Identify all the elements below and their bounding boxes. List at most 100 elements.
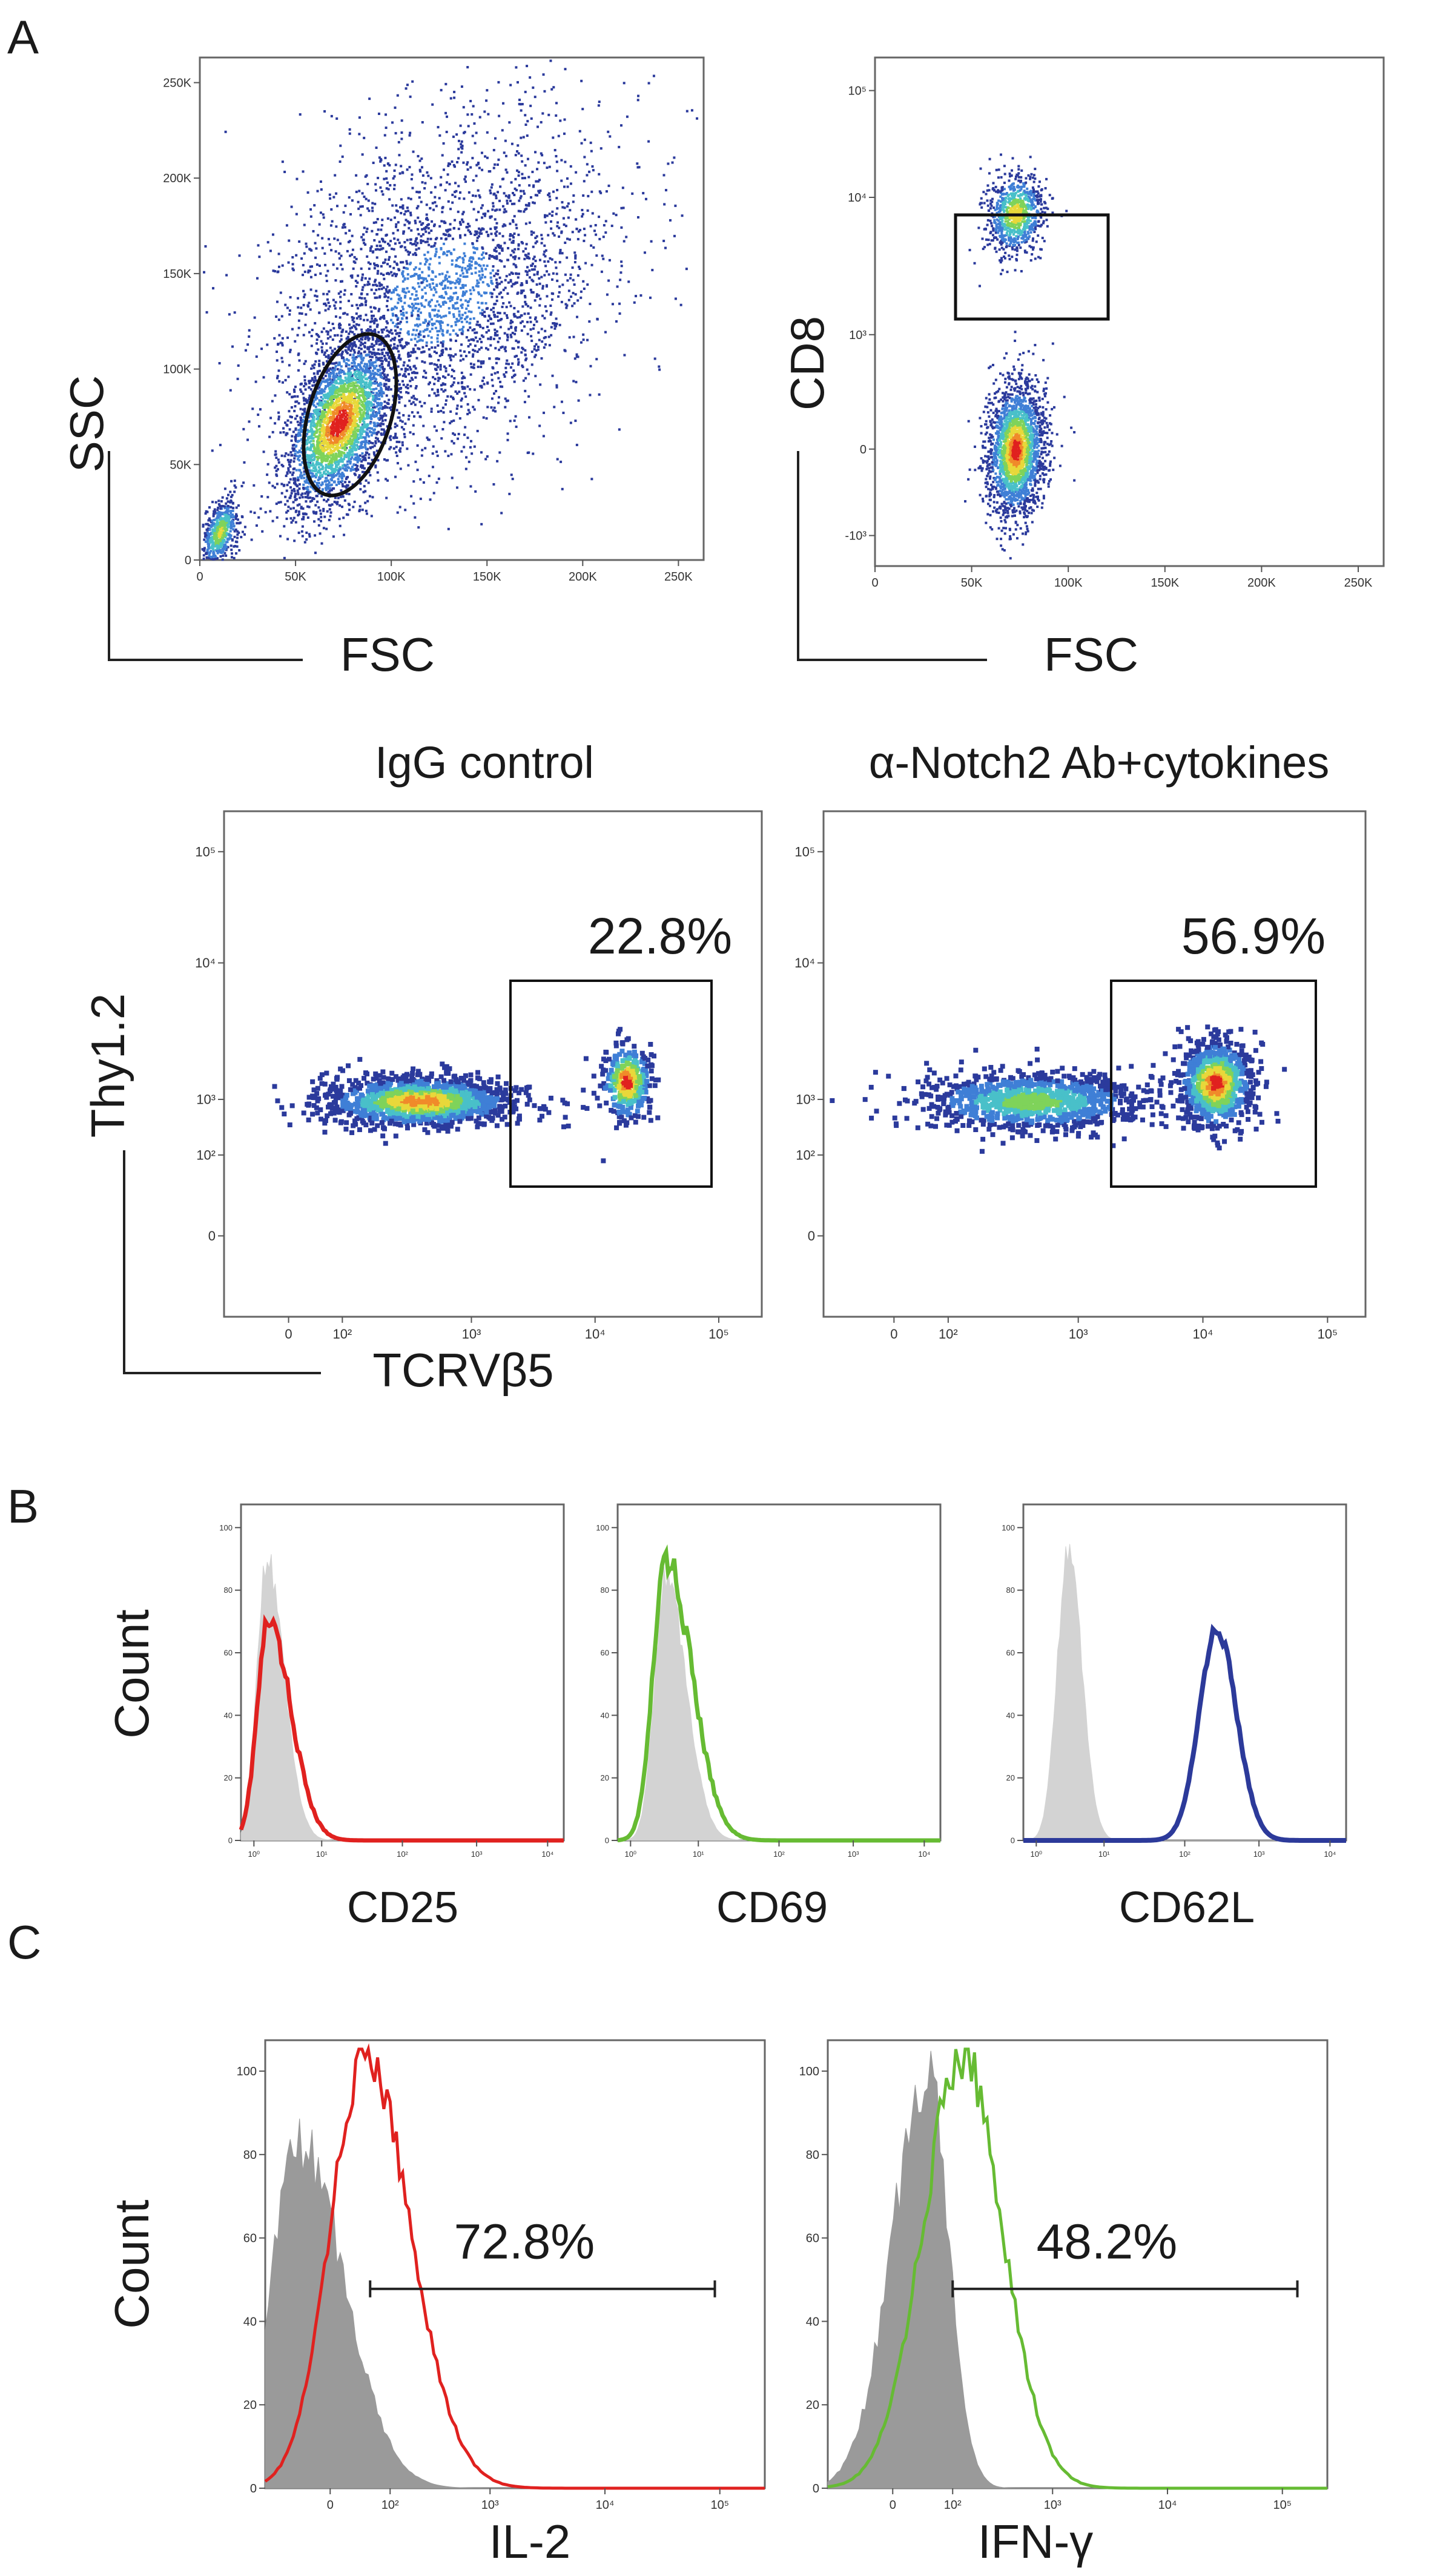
event-dot [375,449,378,452]
event-dot [379,381,382,384]
event-dot [306,489,309,492]
event-dot [529,196,532,199]
event-dot [310,472,313,475]
event-dot [447,374,450,377]
event-dot [314,274,317,277]
event-dot [515,189,518,192]
event-dot [492,483,495,486]
event-dot [619,278,622,282]
event-dot [322,292,325,295]
event-dot [448,364,451,367]
event-dot [431,466,434,469]
event-dot [595,358,598,361]
event-dot [449,297,452,300]
event-dot [569,182,572,185]
event-dot [320,400,323,403]
event-dot [442,232,445,236]
event-dot [435,481,438,484]
event-dot [368,351,371,354]
event-dot [323,429,326,432]
event-dot [385,387,388,390]
event-dot [463,386,466,389]
event-dot [317,463,320,466]
event-dot [537,331,540,334]
event-dot [401,420,404,423]
event-dot [329,329,332,332]
event-dot [518,315,521,318]
event-dot [466,320,469,323]
event-dot [428,438,431,441]
event-dot [576,274,580,277]
event-dot [323,417,326,420]
event-dot [435,429,438,432]
event-dot [544,221,547,224]
event-dot [324,263,327,266]
event-dot [275,502,278,506]
event-dot [510,142,513,145]
event-dot [458,313,461,316]
event-dot [461,314,464,317]
event-dot [294,496,297,499]
event-dot [302,516,305,519]
event-dot [313,475,316,478]
event-dot [664,189,667,192]
event-dot [331,378,334,381]
event-dot [420,454,423,457]
event-dot [326,411,329,414]
event-dot [552,190,555,193]
event-dot [349,462,352,465]
event-dot [529,104,532,107]
event-dot [495,234,498,237]
event-dot [366,255,369,258]
event-dot [510,325,513,328]
event-dot [463,446,466,449]
event-dot [414,367,417,370]
event-dot [374,380,377,383]
event-dot [334,348,337,351]
event-dot [418,277,421,280]
event-dot [375,352,378,355]
event-dot [434,242,437,245]
event-dot [338,257,341,260]
event-dot [618,428,621,431]
event-dot [365,412,368,415]
event-dot [358,189,361,193]
event-dot [398,334,401,337]
event-dot [360,297,363,300]
event-dot [643,251,646,254]
event-dot [383,134,386,137]
event-dot [504,154,507,157]
event-dot [432,208,435,211]
event-dot [477,211,480,214]
event-dot [410,495,413,498]
event-dot [458,220,461,223]
event-dot [560,460,563,463]
event-dot [303,223,306,226]
event-dot [561,252,564,255]
event-dot [489,228,492,231]
event-dot [567,216,570,219]
event-dot [378,295,381,298]
event-dot [362,273,365,276]
event-dot [374,406,377,409]
event-dot [290,521,293,524]
event-dot [441,154,444,157]
event-dot [334,375,337,378]
event-dot [461,387,464,390]
event-dot [403,361,406,364]
event-dot [336,441,339,444]
event-dot [558,285,561,288]
event-dot [532,452,535,455]
event-dot [430,229,433,232]
event-dot [450,453,453,456]
event-dot [314,397,317,400]
event-dot [449,208,452,211]
event-dot [368,382,371,385]
event-dot [533,273,536,276]
event-dot [528,184,531,187]
event-dot [546,166,549,170]
event-dot [344,421,347,424]
event-dot [355,419,358,422]
event-dot [537,348,540,351]
event-dot [420,311,423,314]
